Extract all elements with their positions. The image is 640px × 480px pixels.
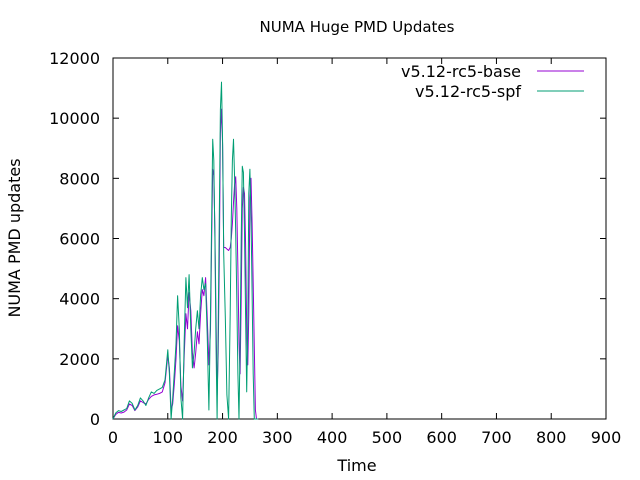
x-tick-label: 400 bbox=[317, 428, 348, 447]
y-tick-label: 10000 bbox=[49, 109, 100, 128]
x-tick-label: 900 bbox=[591, 428, 622, 447]
y-tick-label: 8000 bbox=[59, 169, 100, 188]
series-layer bbox=[112, 81, 259, 420]
y-tick-label: 2000 bbox=[59, 350, 100, 369]
y-tick-label: 12000 bbox=[49, 49, 100, 68]
plot-frame bbox=[112, 57, 607, 420]
x-tick-label: 0 bbox=[108, 428, 118, 447]
x-tick-label: 500 bbox=[372, 428, 403, 447]
x-tick-label: 800 bbox=[536, 428, 567, 447]
chart-title: NUMA Huge PMD Updates bbox=[260, 18, 455, 36]
axis-ticks: 0 2000 4000 6000 8000 10000 12000 0 100 200 300 400… bbox=[49, 49, 621, 447]
x-tick-label: 300 bbox=[262, 428, 293, 447]
x-axis-label: Time bbox=[336, 456, 376, 475]
y-axis-label: NUMA PMD updates bbox=[5, 158, 24, 317]
legend-label: v5.12-rc5-spf bbox=[415, 82, 521, 101]
x-tick-label: 700 bbox=[481, 428, 512, 447]
y-tick-label: 4000 bbox=[59, 290, 100, 309]
y-tick-label: 6000 bbox=[59, 230, 100, 249]
x-tick-label: 100 bbox=[153, 428, 184, 447]
x-tick-label: 600 bbox=[426, 428, 457, 447]
legend-label: v5.12-rc5-base bbox=[401, 62, 521, 81]
y-tick-label: 0 bbox=[90, 410, 100, 429]
x-tick-label: 200 bbox=[207, 428, 238, 447]
series-line-2 bbox=[112, 81, 259, 420]
